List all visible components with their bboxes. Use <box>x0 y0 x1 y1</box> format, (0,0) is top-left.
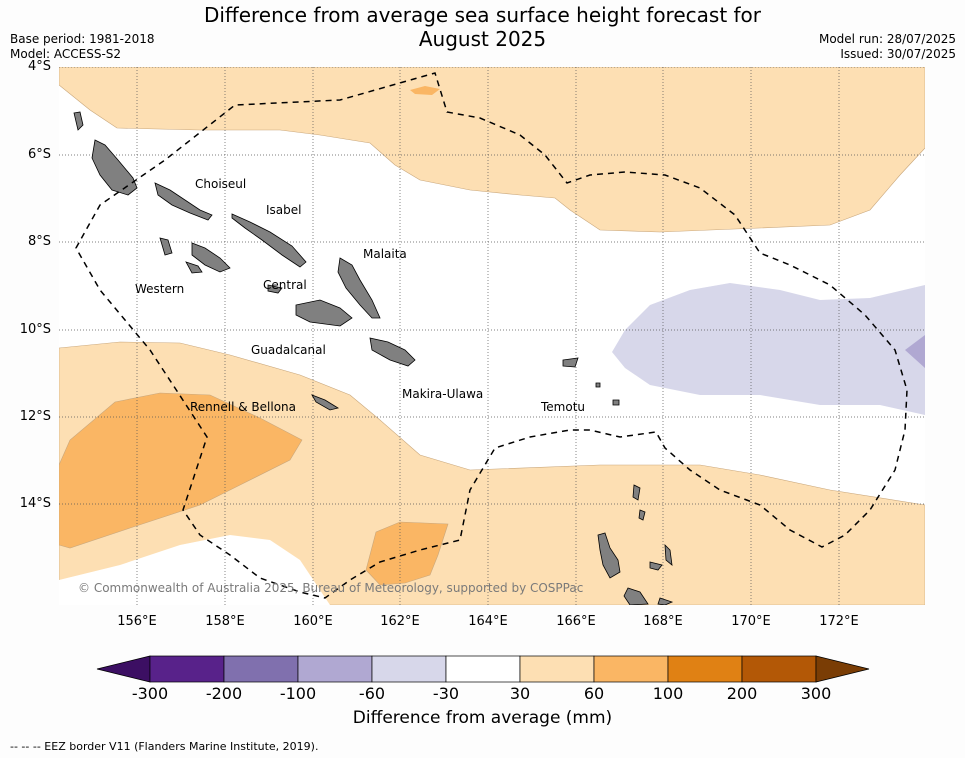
colorbar-bin <box>149 655 225 683</box>
label-rennell-bellona: Rennell & Bellona <box>190 400 296 414</box>
colorbar <box>96 655 870 683</box>
colorbar-bin <box>445 655 521 683</box>
lat-label: 8°S <box>27 234 51 249</box>
colorbar-bin <box>297 655 373 683</box>
eez-border <box>75 72 908 599</box>
colorbar-tick: 200 <box>726 684 758 703</box>
label-choiseul: Choiseul <box>195 177 246 191</box>
lat-label: 14°S <box>19 496 51 511</box>
colorbar-tick: 100 <box>652 684 684 703</box>
lon-label: 156°E <box>117 614 157 629</box>
land-masses <box>73 111 674 605</box>
colorbar-extend-low <box>96 655 151 683</box>
colorbar-tick: 30 <box>509 684 531 703</box>
lon-label: 158°E <box>205 614 245 629</box>
anomaly-30-60-north <box>59 67 925 233</box>
colorbar-bin <box>593 655 669 683</box>
lon-label: 162°E <box>380 614 420 629</box>
lon-label: 170°E <box>731 614 771 629</box>
title-line-2: August 2025 <box>418 27 547 51</box>
anomaly-60-100-west <box>59 392 303 549</box>
meta-right: Model run: 28/07/2025 Issued: 30/07/2025 <box>819 32 956 62</box>
label-central: Central <box>263 278 307 292</box>
meta-left: Base period: 1981-2018 Model: ACCESS-S2 <box>10 32 155 62</box>
lon-label: 164°E <box>468 614 508 629</box>
colorbar-extend-high <box>815 655 870 683</box>
map-field <box>59 67 925 605</box>
lon-label: 172°E <box>819 614 859 629</box>
colorbar-bin <box>371 655 447 683</box>
lon-label: 168°E <box>643 614 683 629</box>
anomaly-neutral-pocket <box>59 535 330 605</box>
model-name: Model: ACCESS-S2 <box>10 47 122 61</box>
colorbar-title: Difference from average (mm) <box>352 708 613 728</box>
label-makira-ulawa: Makira-Ulawa <box>402 387 483 401</box>
colorbar-tick: -60 <box>358 684 386 703</box>
label-western: Western <box>135 282 184 296</box>
anomaly-neg-30-60 <box>612 283 925 415</box>
colorbar-tick: -300 <box>131 684 169 703</box>
colorbar-tick: -100 <box>279 684 317 703</box>
lat-label: 12°S <box>19 409 51 424</box>
anomaly-30-60-south <box>59 341 925 605</box>
colorbar-bin <box>223 655 299 683</box>
lat-label: 6°S <box>27 147 51 162</box>
lon-label: 166°E <box>556 614 596 629</box>
title-line-1: Difference from average sea surface heig… <box>203 3 762 27</box>
colorbar-tick: 60 <box>583 684 605 703</box>
anomaly-neg-60-100 <box>905 335 925 368</box>
eez-footnote: -- -- -- EEZ border V11 (Flanders Marine… <box>10 740 319 753</box>
model-run: Model run: 28/07/2025 <box>818 32 956 46</box>
colorbar-tick: 300 <box>800 684 832 703</box>
issued-date: Issued: 30/07/2025 <box>840 47 956 61</box>
label-isabel: Isabel <box>266 203 301 217</box>
lon-label: 160°E <box>293 614 333 629</box>
map-title: Difference from average sea surface heig… <box>0 3 965 51</box>
label-malaita: Malaita <box>363 247 407 261</box>
label-temotu: Temotu <box>540 400 585 414</box>
anomaly-60-100-spot <box>410 86 440 95</box>
province-labels: Choiseul Isabel Malaita Western Central … <box>135 177 585 414</box>
graticule <box>59 67 925 605</box>
colorbar-bin <box>667 655 743 683</box>
base-period: Base period: 1981-2018 <box>10 32 155 46</box>
label-guadalcanal: Guadalcanal <box>251 343 326 357</box>
lat-label: 4°S <box>27 59 51 74</box>
lat-label: 10°S <box>19 322 51 337</box>
copyright-notice: © Commonwealth of Australia 2025, Bureau… <box>78 581 583 595</box>
anomaly-60-100-center <box>365 521 449 586</box>
colorbar-bin <box>519 655 595 683</box>
colorbar-tick: -200 <box>205 684 243 703</box>
colorbar-tick: -30 <box>432 684 460 703</box>
colorbar-bin <box>741 655 817 683</box>
